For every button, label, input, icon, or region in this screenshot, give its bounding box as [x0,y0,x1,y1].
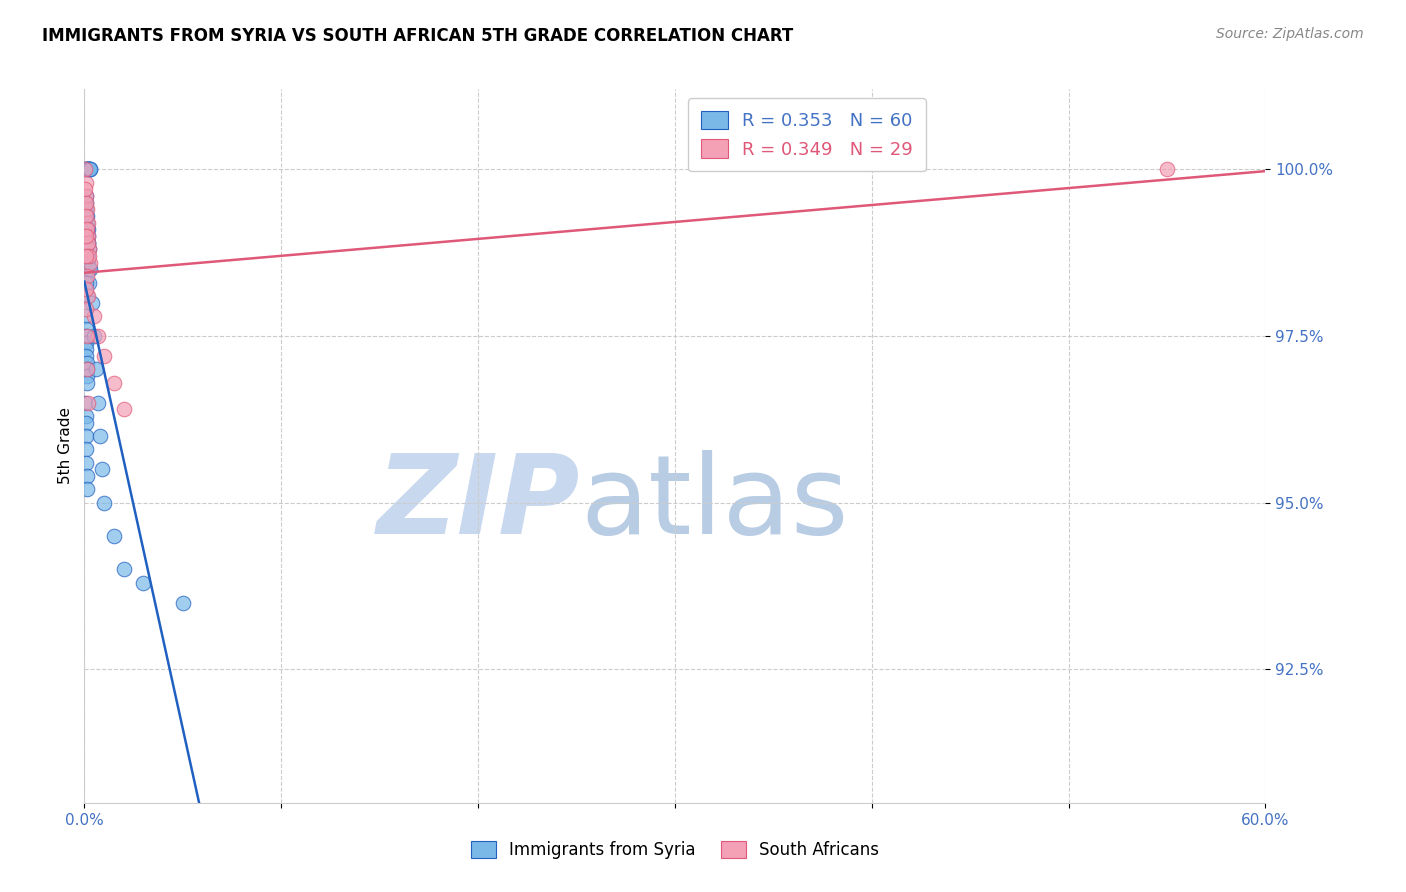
Point [87,329,110,343]
Point [91,462,114,476]
Point [76,209,98,223]
Point [75,228,97,243]
Text: ZIP: ZIP [377,450,581,557]
Point [103,376,125,390]
Point [76,368,98,383]
Point [76,376,98,390]
Point [75,262,97,277]
Point [75,195,97,210]
Point [75,335,97,350]
Point [75,282,97,296]
Point [77,228,100,243]
Point [75,209,97,223]
Point [83,309,105,323]
Point [79,276,101,290]
Point [82,295,104,310]
Point [75,176,97,190]
Point [75,322,97,336]
Point [75,442,97,457]
Point [75,302,97,317]
Point [77,262,100,277]
Point [76,216,98,230]
Point [75,329,97,343]
Point [103,529,125,543]
Point [77,228,100,243]
Point [75,429,97,443]
Point [132,575,155,590]
Point [76,469,98,483]
Point [76,162,98,177]
Legend: Immigrants from Syria, South Africans: Immigrants from Syria, South Africans [464,834,886,866]
Point [76,235,98,250]
Point [77,242,100,256]
Point [76,356,98,370]
Point [76,289,98,303]
Point [75,162,97,177]
Point [75,209,97,223]
Point [77,235,100,250]
Point [1156,162,1178,177]
Point [77,255,100,269]
Point [75,349,97,363]
Point [75,189,97,203]
Point [76,222,98,236]
Point [77,395,100,409]
Y-axis label: 5th Grade: 5th Grade [58,408,73,484]
Point [75,162,97,177]
Point [76,362,98,376]
Point [79,162,101,177]
Point [77,235,100,250]
Point [77,249,100,263]
Point [76,329,98,343]
Point [75,195,97,210]
Text: IMMIGRANTS FROM SYRIA VS SOUTH AFRICAN 5TH GRADE CORRELATION CHART: IMMIGRANTS FROM SYRIA VS SOUTH AFRICAN 5… [42,27,793,45]
Point [76,202,98,217]
Point [76,222,98,236]
Point [83,329,105,343]
Text: atlas: atlas [581,450,849,557]
Point [93,496,115,510]
Point [79,242,101,256]
Point [76,268,98,283]
Point [76,483,98,497]
Point [76,362,98,376]
Text: Source: ZipAtlas.com: Source: ZipAtlas.com [1216,27,1364,41]
Point [75,189,97,203]
Point [75,182,97,196]
Point [76,216,98,230]
Point [75,162,97,177]
Point [112,562,135,576]
Point [75,343,97,357]
Point [77,249,100,263]
Point [76,222,98,236]
Point [75,309,97,323]
Point [172,596,194,610]
Point [77,162,100,177]
Point [76,289,98,303]
Point [77,162,100,177]
Point [75,276,97,290]
Point [77,162,100,177]
Point [75,416,97,430]
Point [76,162,98,177]
Point [75,456,97,470]
Point [112,402,135,417]
Point [89,429,111,443]
Point [93,349,115,363]
Point [79,262,101,277]
Point [75,395,97,409]
Point [79,255,101,269]
Point [75,195,97,210]
Point [75,249,97,263]
Point [79,162,101,177]
Point [87,395,110,409]
Point [84,362,107,376]
Point [79,162,101,177]
Point [75,202,97,217]
Point [75,409,97,423]
